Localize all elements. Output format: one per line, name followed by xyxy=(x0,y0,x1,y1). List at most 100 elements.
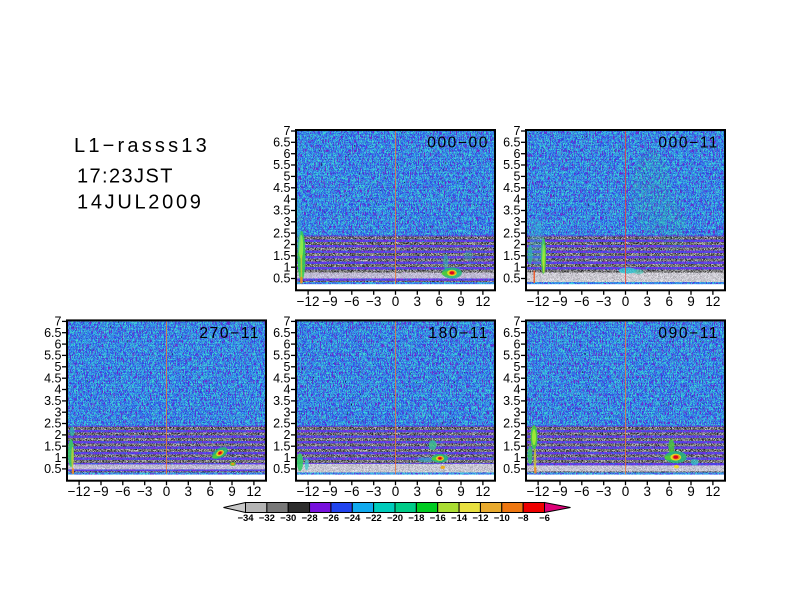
svg-text:0: 0 xyxy=(163,484,171,499)
svg-text:5: 5 xyxy=(514,360,521,374)
svg-text:12: 12 xyxy=(475,294,490,309)
svg-text:−10: −10 xyxy=(494,513,510,524)
svg-text:6: 6 xyxy=(284,147,291,161)
svg-text:14JUL2009: 14JUL2009 xyxy=(77,192,204,214)
svg-text:3: 3 xyxy=(644,484,652,499)
svg-text:L1−rasss13: L1−rasss13 xyxy=(74,135,210,157)
svg-text:5.5: 5.5 xyxy=(503,349,520,363)
svg-text:−32: −32 xyxy=(259,513,275,524)
svg-text:0: 0 xyxy=(622,484,630,499)
svg-text:4: 4 xyxy=(284,383,291,397)
svg-text:−20: −20 xyxy=(387,513,403,524)
svg-text:6.5: 6.5 xyxy=(273,326,290,340)
svg-text:3: 3 xyxy=(514,215,521,229)
svg-text:0: 0 xyxy=(392,294,400,309)
svg-text:2.5: 2.5 xyxy=(273,226,290,240)
svg-text:0.5: 0.5 xyxy=(503,272,520,286)
svg-text:−9: −9 xyxy=(552,294,567,309)
svg-text:1.5: 1.5 xyxy=(44,439,61,453)
svg-text:−3: −3 xyxy=(596,484,611,499)
svg-text:7: 7 xyxy=(514,124,521,138)
svg-text:5.5: 5.5 xyxy=(44,349,61,363)
svg-text:2: 2 xyxy=(284,428,291,442)
svg-text:3: 3 xyxy=(414,294,422,309)
svg-text:−28: −28 xyxy=(302,513,318,524)
svg-text:5.5: 5.5 xyxy=(273,158,290,172)
svg-text:9: 9 xyxy=(687,484,695,499)
svg-text:7: 7 xyxy=(55,315,62,329)
svg-text:−12: −12 xyxy=(297,484,320,499)
svg-text:7: 7 xyxy=(514,315,521,329)
svg-text:1: 1 xyxy=(514,260,521,274)
svg-text:3: 3 xyxy=(514,405,521,419)
svg-text:−9: −9 xyxy=(322,294,337,309)
svg-text:9: 9 xyxy=(457,484,465,499)
svg-text:2: 2 xyxy=(55,428,62,442)
svg-text:−3: −3 xyxy=(596,294,611,309)
svg-text:6: 6 xyxy=(665,294,673,309)
svg-text:6: 6 xyxy=(284,337,291,351)
svg-text:0.5: 0.5 xyxy=(44,462,61,476)
svg-text:9: 9 xyxy=(687,294,695,309)
svg-text:12: 12 xyxy=(475,484,490,499)
svg-text:6: 6 xyxy=(435,484,443,499)
svg-text:5: 5 xyxy=(55,360,62,374)
svg-text:3: 3 xyxy=(284,405,291,419)
svg-text:3: 3 xyxy=(185,484,193,499)
svg-text:−9: −9 xyxy=(322,484,337,499)
svg-text:0: 0 xyxy=(392,484,400,499)
svg-text:4.5: 4.5 xyxy=(44,371,61,385)
svg-text:6: 6 xyxy=(206,484,214,499)
svg-text:5: 5 xyxy=(284,360,291,374)
svg-text:4.5: 4.5 xyxy=(503,181,520,195)
svg-text:12: 12 xyxy=(246,484,261,499)
svg-text:3: 3 xyxy=(284,215,291,229)
svg-text:−6: −6 xyxy=(574,294,589,309)
svg-text:12: 12 xyxy=(705,294,720,309)
svg-text:−3: −3 xyxy=(366,484,381,499)
svg-text:2: 2 xyxy=(514,238,521,252)
svg-text:4: 4 xyxy=(514,383,521,397)
svg-text:2: 2 xyxy=(514,428,521,442)
svg-text:5.5: 5.5 xyxy=(273,349,290,363)
svg-text:270−11: 270−11 xyxy=(199,325,260,342)
svg-text:4: 4 xyxy=(514,192,521,206)
svg-text:2: 2 xyxy=(284,238,291,252)
svg-text:−3: −3 xyxy=(366,294,381,309)
svg-text:−24: −24 xyxy=(344,513,361,524)
svg-text:4.5: 4.5 xyxy=(273,181,290,195)
svg-text:−6: −6 xyxy=(574,484,589,499)
svg-text:6: 6 xyxy=(514,337,521,351)
svg-text:−14: −14 xyxy=(451,513,468,524)
svg-text:−9: −9 xyxy=(552,484,567,499)
svg-text:5.5: 5.5 xyxy=(503,158,520,172)
svg-text:6.5: 6.5 xyxy=(273,136,290,150)
svg-text:1: 1 xyxy=(284,451,291,465)
svg-text:−3: −3 xyxy=(137,484,152,499)
svg-text:6: 6 xyxy=(514,147,521,161)
svg-text:4: 4 xyxy=(55,383,62,397)
svg-text:3: 3 xyxy=(55,405,62,419)
svg-text:4: 4 xyxy=(284,192,291,206)
svg-text:−26: −26 xyxy=(323,513,339,524)
svg-text:−6: −6 xyxy=(344,484,359,499)
svg-text:0.5: 0.5 xyxy=(273,462,290,476)
svg-text:−12: −12 xyxy=(297,294,320,309)
svg-text:−6: −6 xyxy=(115,484,130,499)
svg-text:2.5: 2.5 xyxy=(503,226,520,240)
svg-text:090−11: 090−11 xyxy=(658,325,719,342)
svg-text:−12: −12 xyxy=(527,294,550,309)
svg-text:7: 7 xyxy=(284,315,291,329)
svg-text:000−11: 000−11 xyxy=(658,135,719,152)
svg-text:0: 0 xyxy=(622,294,630,309)
svg-text:1: 1 xyxy=(55,451,62,465)
svg-text:9: 9 xyxy=(457,294,465,309)
svg-text:1.5: 1.5 xyxy=(273,439,290,453)
svg-text:6: 6 xyxy=(55,337,62,351)
svg-text:3: 3 xyxy=(644,294,652,309)
svg-text:180−11: 180−11 xyxy=(428,325,489,342)
svg-text:−30: −30 xyxy=(280,513,296,524)
svg-text:−16: −16 xyxy=(430,513,446,524)
svg-text:1: 1 xyxy=(514,451,521,465)
svg-text:3.5: 3.5 xyxy=(503,394,520,408)
